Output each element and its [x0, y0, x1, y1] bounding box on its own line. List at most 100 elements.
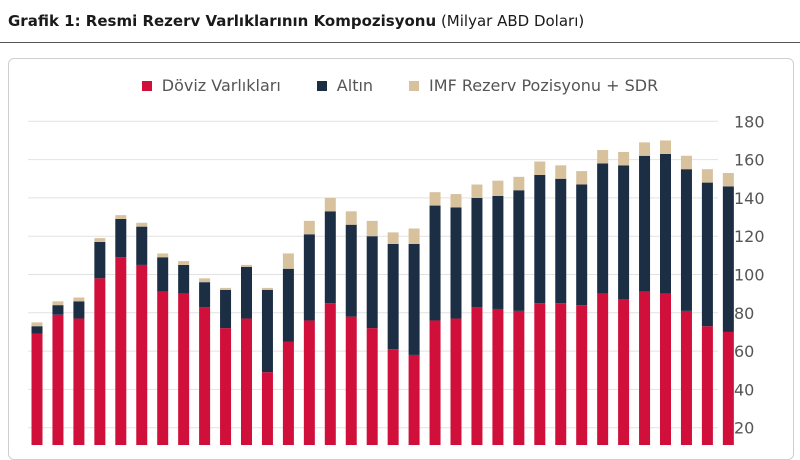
- y-tick-label: 140: [734, 189, 765, 208]
- bar-segment-doviz-29: [618, 299, 630, 445]
- bar-segment-altin-21: [450, 207, 462, 319]
- bar-segment-doviz-30: [639, 291, 651, 445]
- bar-segment-doviz-34: [722, 331, 734, 445]
- bar-segment-altin-29: [618, 165, 630, 300]
- y-tick-label: 20: [734, 419, 754, 438]
- chart-title: Grafik 1: Resmi Rezerv Varlıklarının Kom…: [8, 12, 584, 30]
- bar-segment-doviz-24: [513, 310, 525, 445]
- bar-segment-altin-28: [597, 163, 609, 294]
- bar-segment-doviz-21: [450, 318, 462, 445]
- bar-segment-doviz-10: [220, 328, 232, 445]
- bar-segment-altin-5: [115, 218, 127, 258]
- bar-segment-altin-33: [701, 182, 713, 327]
- bar-segment-altin-22: [471, 197, 483, 308]
- bar-segment-altin-20: [429, 205, 441, 321]
- bar-segment-altin-32: [680, 169, 692, 311]
- bar-segment-altin-6: [136, 226, 148, 265]
- y-tick-label: 160: [734, 151, 765, 170]
- bar-segment-altin-1: [31, 326, 43, 334]
- bar-segment-imf-27: [576, 171, 588, 185]
- legend-label-imf: IMF Rezerv Pozisyonu + SDR: [429, 76, 659, 95]
- bar-segment-imf-2: [52, 301, 64, 306]
- chart-title-unit: (Milyar ABD Doları): [440, 12, 585, 30]
- bar-segment-altin-11: [241, 266, 252, 319]
- bar-segment-altin-25: [534, 174, 546, 304]
- bar-segment-doviz-6: [136, 264, 148, 445]
- bar-segment-altin-2: [52, 305, 64, 315]
- bar-segment-doviz-17: [366, 328, 378, 445]
- bar-segment-imf-5: [115, 215, 127, 219]
- bar-segment-doviz-15: [324, 303, 336, 445]
- bar-segment-doviz-8: [178, 293, 190, 445]
- bar-segment-imf-7: [157, 253, 169, 258]
- bar-segment-imf-23: [492, 180, 504, 196]
- bar-segment-imf-3: [73, 297, 85, 302]
- bar-segment-doviz-32: [680, 310, 692, 445]
- bar-segment-imf-20: [429, 192, 441, 206]
- bar-segment-altin-27: [576, 184, 588, 306]
- bar-segment-imf-10: [220, 287, 232, 290]
- bar-segment-altin-16: [345, 224, 357, 317]
- bar-segment-imf-9: [199, 278, 211, 283]
- bar-segment-imf-26: [555, 165, 567, 179]
- bar-segment-imf-34: [722, 173, 734, 187]
- bar-segment-imf-19: [408, 228, 420, 244]
- bar-segment-doviz-2: [52, 314, 64, 445]
- bar-segment-altin-14: [303, 234, 315, 321]
- bar-segment-doviz-33: [701, 326, 713, 445]
- y-tick-label: 40: [734, 380, 754, 399]
- legend-item-imf: IMF Rezerv Pozisyonu + SDR: [409, 76, 658, 95]
- bar-segment-doviz-31: [660, 293, 671, 445]
- bar-segment-doviz-16: [345, 316, 357, 445]
- bar-segment-doviz-28: [597, 293, 609, 445]
- bar-segment-altin-24: [513, 190, 525, 311]
- bar-segment-doviz-19: [408, 354, 420, 445]
- bar-segment-altin-19: [408, 243, 420, 355]
- bar-segment-doviz-18: [387, 349, 399, 445]
- legend-swatch-altin: [316, 80, 327, 91]
- bar-segment-imf-15: [324, 197, 336, 212]
- bar-segment-imf-30: [639, 142, 651, 156]
- bar-segment-imf-32: [680, 155, 692, 170]
- bar-segment-doviz-25: [534, 303, 546, 445]
- bar-segment-altin-3: [73, 301, 85, 319]
- bar-segment-imf-16: [345, 211, 357, 225]
- bar-segment-doviz-12: [261, 372, 273, 445]
- bar-segment-imf-18: [387, 232, 399, 244]
- bar-segment-imf-28: [597, 150, 609, 164]
- legend-swatch-doviz: [141, 80, 152, 91]
- bar-segment-imf-8: [178, 261, 190, 265]
- bar-segment-doviz-3: [73, 318, 85, 445]
- bar-segment-altin-15: [324, 211, 336, 304]
- bar-segment-doviz-26: [555, 303, 567, 445]
- bar-segment-doviz-4: [94, 278, 106, 445]
- bar-segment-altin-8: [178, 264, 190, 294]
- bar-segment-altin-18: [387, 243, 399, 350]
- y-tick-label: 180: [734, 112, 765, 131]
- bar-segment-altin-17: [366, 236, 378, 329]
- bar-segment-imf-17: [366, 220, 378, 237]
- y-tick-label: 100: [734, 266, 765, 285]
- bar-segment-imf-31: [660, 140, 671, 154]
- bar-segment-imf-22: [471, 184, 483, 198]
- stacked-bar-chart: 20 40 60 80 100 120 140 160 180: [28, 112, 765, 445]
- bar-segment-doviz-20: [429, 320, 441, 445]
- bar-segment-imf-11: [241, 264, 252, 267]
- bar-segment-doviz-7: [157, 291, 169, 445]
- bar-segment-altin-7: [157, 257, 169, 292]
- bar-segment-imf-12: [261, 287, 273, 290]
- bar-segment-imf-6: [136, 222, 148, 227]
- bar-segment-imf-33: [701, 169, 713, 183]
- bar-segment-altin-23: [492, 195, 504, 309]
- bar-segment-doviz-14: [303, 320, 315, 445]
- bar-segment-doviz-22: [471, 307, 483, 445]
- bar-segment-doviz-9: [199, 307, 211, 445]
- legend-swatch-imf: [409, 80, 420, 91]
- legend-item-altin: Altın: [316, 76, 374, 95]
- bar-segment-imf-29: [618, 151, 630, 166]
- bar-segment-altin-10: [220, 289, 232, 329]
- bar-segment-altin-30: [639, 155, 651, 292]
- legend-label-altin: Altın: [336, 76, 374, 95]
- bar-segment-altin-31: [660, 153, 671, 294]
- bar-segment-altin-26: [555, 178, 567, 304]
